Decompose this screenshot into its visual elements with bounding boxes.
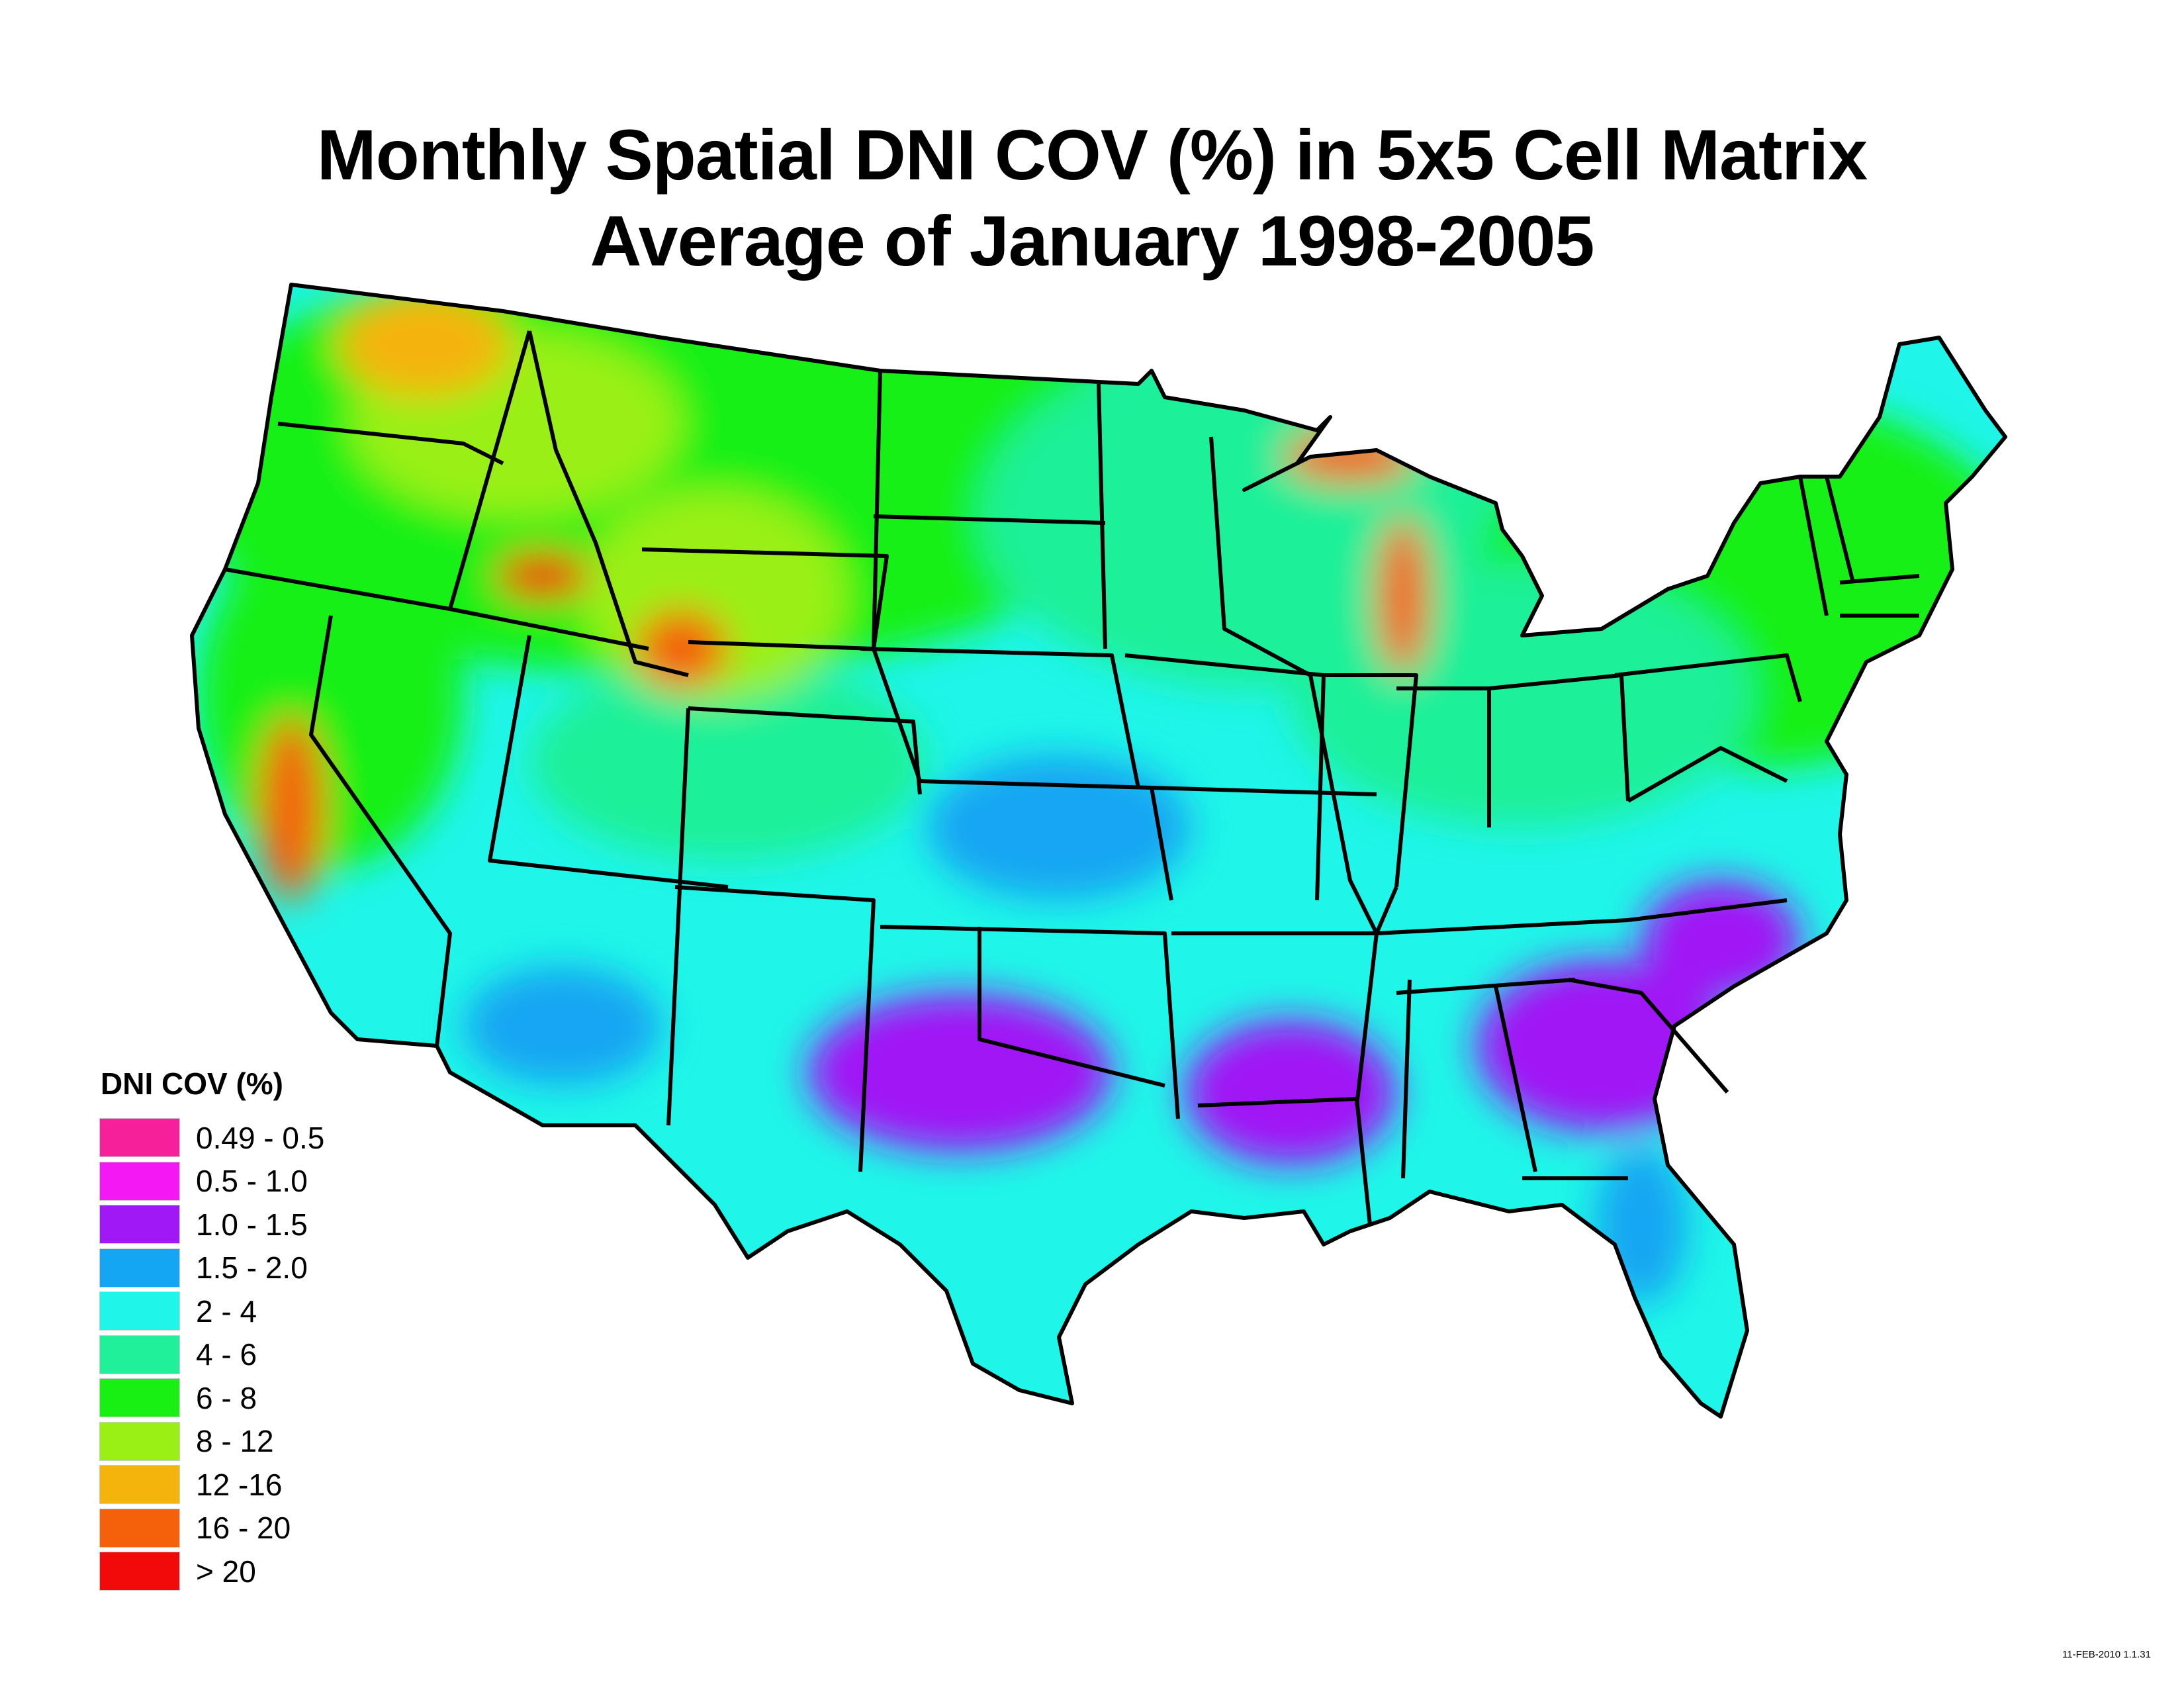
legend-item: 2 - 4	[99, 1289, 324, 1333]
legend-swatch	[99, 1118, 180, 1158]
legend-swatch	[99, 1248, 180, 1288]
legend: DNI COV (%) 0.49 - 0.5 0.5 - 1.0 1.0 - 1.5…	[99, 1066, 324, 1593]
legend-label: 16 - 20	[196, 1511, 291, 1546]
legend-items: 0.49 - 0.5 0.5 - 1.0 1.0 - 1.5 1.5 - 2.0 2 -…	[99, 1116, 324, 1593]
legend-swatch	[99, 1291, 180, 1331]
legend-swatch	[99, 1335, 180, 1374]
legend-label: 8 - 12	[196, 1424, 274, 1459]
legend-label: 2 - 4	[196, 1293, 257, 1329]
timestamp: 11-FEB-2010 1.1.31	[2062, 1649, 2151, 1660]
legend-label: > 20	[196, 1554, 256, 1589]
legend-swatch	[99, 1465, 180, 1505]
legend-item: 0.49 - 0.5	[99, 1116, 324, 1160]
cov-raster	[192, 285, 2005, 1417]
legend-label: 6 - 8	[196, 1380, 257, 1415]
map-title-line-2: Average of January 1998-2005	[590, 201, 1595, 281]
legend-label: 0.5 - 1.0	[196, 1164, 308, 1199]
legend-item: 1.5 - 2.0	[99, 1246, 324, 1290]
legend-item: 8 - 12	[99, 1420, 324, 1464]
legend-swatch	[99, 1378, 180, 1418]
legend-item: 4 - 6	[99, 1333, 324, 1377]
legend-item: > 20	[99, 1550, 324, 1593]
legend-item: 16 - 20	[99, 1507, 324, 1550]
legend-swatch	[99, 1508, 180, 1548]
legend-swatch	[99, 1161, 180, 1201]
legend-label: 1.0 - 1.5	[196, 1207, 308, 1242]
legend-item: 1.0 - 1.5	[99, 1203, 324, 1246]
legend-label: 12 -16	[196, 1467, 283, 1502]
map-title-line-1: Monthly Spatial DNI COV (%) in 5x5 Cell …	[316, 115, 1868, 195]
legend-label: 1.5 - 2.0	[196, 1250, 308, 1286]
legend-swatch	[99, 1205, 180, 1244]
legend-label: 4 - 6	[196, 1337, 257, 1372]
legend-label: 0.49 - 0.5	[196, 1120, 325, 1155]
legend-item: 12 -16	[99, 1463, 324, 1507]
legend-title: DNI COV (%)	[101, 1066, 283, 1101]
state-borders	[190, 283, 2007, 1419]
legend-item: 6 - 8	[99, 1376, 324, 1420]
us-outline	[190, 283, 2007, 1419]
legend-item: 0.5 - 1.0	[99, 1160, 324, 1203]
legend-swatch	[99, 1421, 180, 1461]
legend-swatch	[99, 1552, 180, 1591]
